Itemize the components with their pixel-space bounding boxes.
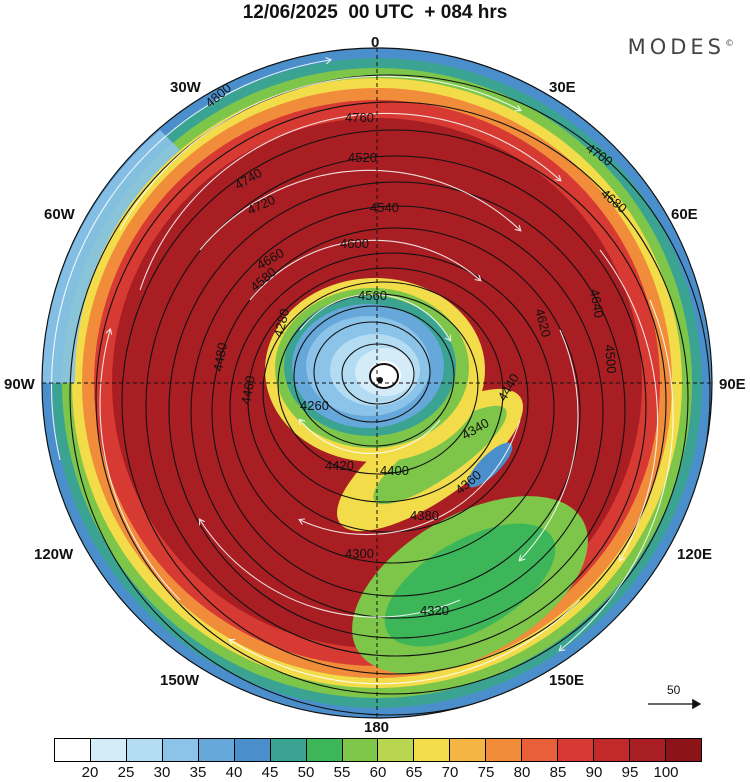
colorbar-cell — [378, 739, 415, 761]
contour-label: 4260 — [300, 398, 329, 413]
colorbar-cell — [558, 739, 595, 761]
colorbar-cell — [594, 739, 630, 761]
contour-label: 4380 — [410, 508, 439, 523]
wind-streamlines — [51, 60, 674, 685]
colorbar-cell — [342, 739, 379, 761]
lon-label-60e: 60E — [671, 206, 698, 223]
colorbar-tick-label: 80 — [513, 764, 531, 781]
colorbar-tick-label: 75 — [477, 764, 495, 781]
colorbar-cell — [162, 739, 199, 761]
colorbar-cell — [522, 739, 559, 761]
brand-logo: MODES© — [628, 35, 734, 59]
colorbar-tick-label: 35 — [189, 764, 207, 781]
contour-label: 4460 — [238, 374, 258, 405]
contour-label: 4480 — [210, 341, 230, 372]
contour-label: 4420 — [325, 458, 354, 473]
brand-name: MODES — [627, 35, 725, 59]
colorbar-cell — [234, 739, 271, 761]
geopotential-contours — [69, 74, 711, 716]
colorbar-cell — [90, 739, 127, 761]
colorbar-tick-label: 90 — [585, 764, 603, 781]
colorbar-tick-label: 55 — [333, 764, 351, 781]
colorbar-cell — [450, 739, 487, 761]
colorbar-cell — [630, 739, 666, 761]
contour-label: 4640 — [587, 288, 607, 319]
contour-label: 4560 — [358, 288, 387, 303]
map-border — [41, 47, 713, 719]
contour-label: 4620 — [532, 307, 554, 339]
colorbar-tick-label: 95 — [621, 764, 639, 781]
lon-label-120w: 120W — [34, 546, 74, 563]
reference-vector-label: 50 — [667, 683, 681, 697]
contour-label: 4540 — [370, 200, 399, 215]
contour-label: 4760 — [345, 110, 374, 125]
lon-label-180: 180 — [364, 719, 390, 736]
lon-label-120e: 120E — [677, 546, 713, 563]
colorbar-cell — [665, 739, 701, 761]
lon-label-90w: 90W — [4, 376, 35, 393]
lon-label-0: 0 — [371, 34, 380, 51]
colorbar-tick-label: 60 — [369, 764, 387, 781]
lon-label-30e: 30E — [549, 79, 576, 96]
forecast-title: 12/06/2025 00 UTC + 084 hrs — [242, 2, 508, 23]
lon-label-30w: 30W — [170, 79, 201, 96]
colorbar-tick-label: 65 — [405, 764, 423, 781]
colorbar-cell — [126, 739, 163, 761]
colorbar-tick-label: 40 — [225, 764, 243, 781]
colorbar-cell — [306, 739, 343, 761]
colorbar-tick-label: 30 — [153, 764, 171, 781]
colorbar-tick-label: 20 — [81, 764, 99, 781]
lon-label-150e: 150E — [549, 672, 585, 689]
contour-label: 4600 — [340, 236, 369, 251]
wind-speed-colorbar — [54, 738, 702, 762]
colorbar-cell — [198, 739, 235, 761]
colorbar-cell — [270, 739, 307, 761]
colorbar-tick-label: 50 — [297, 764, 315, 781]
contour-label: 4280 — [270, 307, 292, 339]
colorbar-tick-label: 85 — [549, 764, 567, 781]
contour-label: 4400 — [380, 463, 409, 478]
colorbar-cell — [55, 739, 91, 761]
colorbar-ticks: 20 25 30 35 40 45 50 55 60 65 70 75 80 85 90 95 100 — [54, 764, 702, 782]
contour-label: 4500 — [602, 344, 619, 374]
contour-label: 4300 — [345, 546, 374, 561]
colorbar-tick-label: 45 — [261, 764, 279, 781]
colorbar-tick-label: 25 — [117, 764, 135, 781]
colorbar-cell — [486, 739, 523, 761]
contour-label: 4320 — [420, 603, 449, 618]
contour-label: 4520 — [348, 150, 377, 165]
lon-label-90e: 90E — [719, 376, 746, 393]
lon-label-60w: 60W — [44, 206, 75, 223]
colorbar-tick-label: 70 — [441, 764, 459, 781]
wind-speed-field — [42, 48, 712, 718]
colorbar-cell — [414, 739, 451, 761]
lon-label-150w: 150W — [160, 672, 200, 689]
colorbar-tick-label: 100 — [653, 764, 679, 781]
brand-mark: © — [725, 39, 734, 49]
pole-marker — [377, 377, 383, 383]
